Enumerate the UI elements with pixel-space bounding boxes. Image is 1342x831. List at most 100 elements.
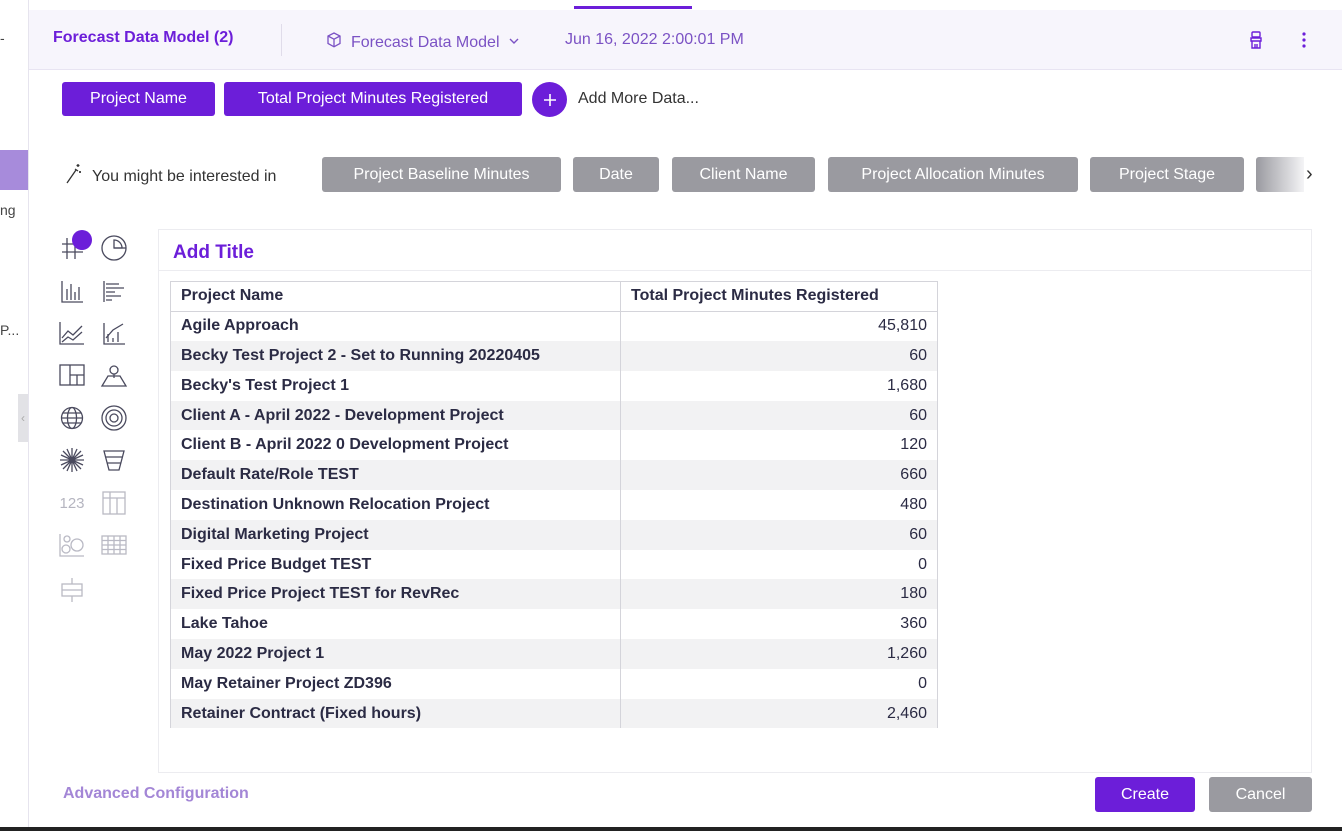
minutes-cell: 60: [620, 341, 938, 371]
data-model-name: Forecast Data Model: [351, 33, 500, 51]
column-chart-icon[interactable]: [57, 276, 87, 306]
active-tab-indicator: [574, 6, 692, 9]
minutes-cell: 0: [620, 549, 938, 580]
network-icon[interactable]: [57, 445, 87, 475]
preview-panel: Add Title Project Name Total Project Min…: [158, 229, 1312, 773]
left-nav-item[interactable]: ng: [0, 202, 16, 218]
kpi-number-icon[interactable]: 123: [57, 488, 87, 518]
treemap-icon[interactable]: [57, 360, 87, 390]
table-row: Lake Tahoe 360: [170, 609, 938, 640]
table-row: Digital Marketing Project 60: [170, 519, 938, 550]
pivot-table-icon[interactable]: [99, 488, 129, 518]
selected-field-chip[interactable]: Total Project Minutes Registered: [224, 82, 522, 116]
collapse-handle[interactable]: ‹: [18, 394, 28, 442]
line-chart-icon[interactable]: [57, 318, 87, 348]
data-model-selector[interactable]: Forecast Data Model: [325, 31, 520, 54]
left-nav-active-item[interactable]: [0, 150, 28, 190]
minutes-cell: 1,260: [620, 639, 938, 669]
magic-wand-icon: [64, 163, 82, 190]
project-name-cell: May Retainer Project ZD396: [170, 668, 621, 699]
project-name-cell: Fixed Price Budget TEST: [170, 549, 621, 580]
project-name-cell: May 2022 Project 1: [170, 639, 621, 669]
title-divider: [159, 270, 1311, 271]
bottom-edge: [0, 827, 1342, 831]
boxplot-icon[interactable]: [57, 575, 87, 605]
table-row: May Retainer Project ZD396 0: [170, 668, 938, 699]
advanced-configuration-link[interactable]: Advanced Configuration: [63, 785, 249, 802]
map-icon[interactable]: [99, 360, 129, 390]
project-name-cell: Digital Marketing Project: [170, 519, 621, 550]
table-row: Agile Approach 45,810: [170, 311, 938, 342]
project-name-cell: Becky's Test Project 1: [170, 370, 621, 401]
suggestion-chip[interactable]: Client Name: [672, 157, 815, 192]
heatmap-grid-icon[interactable]: [99, 530, 129, 560]
table-row: Becky's Test Project 1 1,680: [170, 370, 938, 401]
modal-title: Forecast Data Model (2): [53, 29, 234, 46]
suggestion-chip[interactable]: Project Stage: [1090, 157, 1244, 192]
project-name-cell: Destination Unknown Relocation Project: [170, 490, 621, 520]
left-nav-item[interactable]: -: [0, 30, 5, 46]
minutes-cell: 0: [620, 668, 938, 699]
kpi-number-label: 123: [59, 494, 85, 512]
minutes-cell: 60: [620, 519, 938, 550]
project-name-cell: Client A - April 2022 - Development Proj…: [170, 400, 621, 431]
gauge-icon[interactable]: [99, 403, 129, 433]
kebab-menu-icon[interactable]: [1292, 28, 1316, 52]
combo-chart-icon[interactable]: [99, 318, 129, 348]
create-button[interactable]: Create: [1095, 777, 1195, 812]
minutes-cell: 1,680: [620, 370, 938, 401]
minutes-cell: 480: [620, 490, 938, 520]
table-row: Fixed Price Project TEST for RevRec 180: [170, 579, 938, 610]
minutes-cell: 660: [620, 460, 938, 491]
selected-viz-indicator: [72, 230, 92, 250]
table-row: Default Rate/Role TEST 660: [170, 460, 938, 491]
column-header[interactable]: Project Name: [170, 281, 621, 312]
table-row: May 2022 Project 1 1,260: [170, 639, 938, 669]
pie-chart-icon[interactable]: [99, 233, 129, 263]
add-more-data-link[interactable]: Add More Data...: [578, 90, 699, 107]
minutes-cell: 2,460: [620, 698, 938, 729]
table-row: Client B - April 2022 0 Development Proj…: [170, 430, 938, 461]
left-navigation-strip: - ng P... ‹: [0, 0, 29, 831]
suggestion-chip-overflow[interactable]: [1256, 157, 1304, 192]
chart-title-input[interactable]: Add Title: [173, 242, 254, 263]
project-name-cell: Lake Tahoe: [170, 609, 621, 640]
table-icon[interactable]: [57, 233, 87, 263]
project-name-cell: Becky Test Project 2 - Set to Running 20…: [170, 341, 621, 371]
column-header[interactable]: Total Project Minutes Registered: [620, 281, 938, 312]
selected-field-chip[interactable]: Project Name: [62, 82, 215, 116]
project-name-cell: Client B - April 2022 0 Development Proj…: [170, 430, 621, 461]
minutes-cell: 60: [620, 400, 938, 431]
add-data-button[interactable]: [532, 82, 567, 117]
funnel-icon[interactable]: [99, 445, 129, 475]
table-row: Becky Test Project 2 - Set to Running 20…: [170, 341, 938, 371]
table-row: Client A - April 2022 - Development Proj…: [170, 400, 938, 431]
suggestions-label-text: You might be interested in: [92, 167, 277, 185]
bar-chart-icon[interactable]: [99, 276, 129, 306]
minutes-cell: 360: [620, 609, 938, 640]
scatter-icon[interactable]: [57, 530, 87, 560]
chevron-down-icon: [508, 34, 520, 52]
model-timestamp: Jun 16, 2022 2:00:01 PM: [565, 31, 744, 48]
minutes-cell: 45,810: [620, 311, 938, 342]
project-name-cell: Default Rate/Role TEST: [170, 460, 621, 491]
project-name-cell: Agile Approach: [170, 311, 621, 342]
data-table: Project Name Total Project Minutes Regis…: [170, 281, 938, 729]
cube-icon: [325, 31, 343, 54]
suggestion-chip[interactable]: Project Allocation Minutes: [828, 157, 1078, 192]
paintbrush-icon[interactable]: [1244, 28, 1268, 52]
plus-icon: [543, 93, 556, 106]
left-nav-item[interactable]: P...: [0, 322, 20, 338]
cancel-button[interactable]: Cancel: [1209, 777, 1312, 812]
table-row: Retainer Contract (Fixed hours) 2,460: [170, 698, 938, 729]
suggestion-chip[interactable]: Date: [573, 157, 659, 192]
globe-icon[interactable]: [57, 403, 87, 433]
minutes-cell: 120: [620, 430, 938, 461]
chevron-right-icon[interactable]: ›: [1306, 163, 1313, 185]
minutes-cell: 180: [620, 579, 938, 610]
table-row: Fixed Price Budget TEST 0: [170, 549, 938, 580]
modal-header: Forecast Data Model (2) Forecast Data Mo…: [29, 10, 1342, 70]
project-name-cell: Fixed Price Project TEST for RevRec: [170, 579, 621, 610]
suggestion-chip[interactable]: Project Baseline Minutes: [322, 157, 561, 192]
project-name-cell: Retainer Contract (Fixed hours): [170, 698, 621, 729]
